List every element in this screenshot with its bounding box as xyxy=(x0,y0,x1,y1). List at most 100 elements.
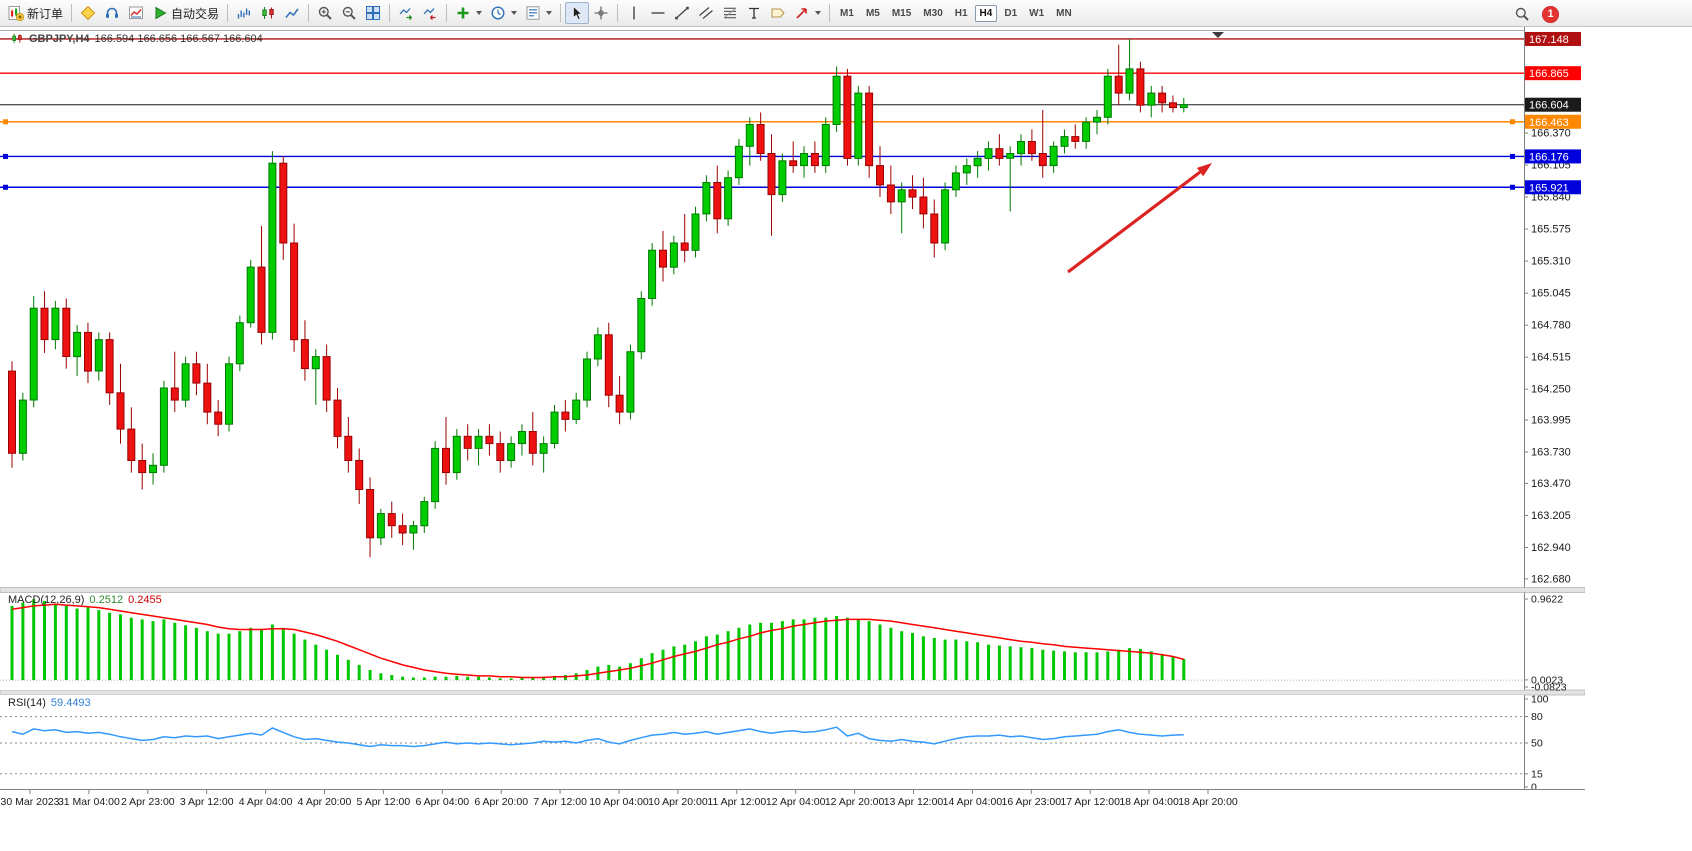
time-axis-label: 6 Apr 04:00 xyxy=(415,796,469,808)
macd-histogram-bar xyxy=(900,631,904,681)
text-button[interactable] xyxy=(742,2,766,24)
macd-histogram-bar xyxy=(401,676,405,681)
metaeditor-button[interactable] xyxy=(76,2,100,24)
timeframe-m5-button[interactable]: M5 xyxy=(861,5,885,22)
search-button[interactable] xyxy=(1510,3,1534,25)
time-axis[interactable] xyxy=(0,790,1585,851)
macd-histogram-bar xyxy=(1073,652,1077,681)
vertical-line-button[interactable] xyxy=(622,2,646,24)
chevron-down-icon[interactable] xyxy=(511,11,518,15)
candle-body xyxy=(561,411,570,420)
macd-histogram-bar xyxy=(21,602,25,681)
line-chart-button[interactable] xyxy=(280,2,304,24)
indicators-icon xyxy=(455,5,471,21)
new-order-button[interactable]: 新订单 xyxy=(4,2,67,24)
level-handle[interactable] xyxy=(1510,153,1515,159)
macd-histogram-bar xyxy=(325,649,329,680)
main-panel[interactable] xyxy=(0,31,1524,587)
panel-splitter[interactable] xyxy=(0,689,1585,696)
trend-arrow-head[interactable] xyxy=(1196,163,1212,177)
zoom-in-button[interactable] xyxy=(313,2,337,24)
candle-body xyxy=(203,382,212,413)
level-handle[interactable] xyxy=(1510,184,1515,190)
label-button[interactable] xyxy=(766,2,790,24)
chart-canvas[interactable]: 166.370166.105165.840165.575165.310165.0… xyxy=(0,27,1585,851)
rsi-panel[interactable] xyxy=(0,695,1524,789)
level-handle[interactable] xyxy=(3,153,8,159)
level-handle[interactable] xyxy=(3,119,8,125)
candle-body xyxy=(192,363,201,384)
macd-histogram-bar xyxy=(704,636,708,681)
rsi-line xyxy=(11,726,1184,748)
macd-histogram-bar xyxy=(184,625,188,681)
timeframe-h4-button[interactable]: H4 xyxy=(974,4,998,22)
chevron-down-icon[interactable] xyxy=(815,11,822,15)
time-axis-label: 16 Apr 23:00 xyxy=(1002,796,1062,808)
timeframe-w1-button[interactable]: W1 xyxy=(1024,5,1049,22)
candle-body xyxy=(507,443,516,462)
crosshair-button[interactable] xyxy=(589,2,613,24)
tile-windows-button[interactable] xyxy=(361,2,385,24)
time-axis-label: 4 Apr 04:00 xyxy=(239,796,293,808)
macd-histogram-bar xyxy=(780,621,784,681)
candle-body xyxy=(756,124,765,154)
macd-histogram-bar xyxy=(314,644,318,681)
toolbar-separator xyxy=(829,4,831,22)
trendline-button[interactable] xyxy=(670,2,694,24)
level-handle[interactable] xyxy=(1510,119,1515,125)
timeframe-d1-button[interactable]: D1 xyxy=(999,5,1022,22)
macd-histogram-bar xyxy=(607,664,611,681)
level-handle[interactable] xyxy=(3,184,8,190)
new-chart-button[interactable] xyxy=(124,2,148,24)
zoom-out-button[interactable] xyxy=(337,2,361,24)
macd-histogram-bar xyxy=(759,622,763,681)
macd-histogram-bar xyxy=(422,677,426,680)
template-icon xyxy=(525,5,541,21)
candle-body xyxy=(648,249,657,299)
time-axis-label: 14 Apr 04:00 xyxy=(943,796,1003,808)
macd-histogram-bar xyxy=(455,675,459,681)
chevron-down-icon[interactable] xyxy=(546,11,553,15)
timeframe-m1-button[interactable]: M1 xyxy=(835,5,859,22)
trend-arrow[interactable] xyxy=(1067,170,1201,274)
candle-body xyxy=(105,339,114,394)
fibonacci-button[interactable] xyxy=(718,2,742,24)
channel-button[interactable] xyxy=(694,2,718,24)
market-depth-button[interactable] xyxy=(100,2,124,24)
candle-body xyxy=(8,370,16,454)
candle-body xyxy=(138,460,147,474)
candle-body xyxy=(1060,136,1069,147)
timeframe-m30-button[interactable]: M30 xyxy=(918,5,947,22)
panel-splitter[interactable] xyxy=(0,587,1585,593)
templates-button[interactable] xyxy=(521,2,556,24)
chart-shift-button[interactable] xyxy=(418,2,442,24)
algo-trading-button[interactable]: 自动交易 xyxy=(148,2,223,24)
periods-button[interactable] xyxy=(486,2,521,24)
cursor-button[interactable] xyxy=(565,2,590,24)
horizontal-line-button[interactable] xyxy=(646,2,670,24)
notification-badge[interactable]: 1 xyxy=(1542,5,1559,23)
candle-body xyxy=(246,266,255,324)
chevron-down-icon[interactable] xyxy=(476,11,483,15)
macd-histogram-bar xyxy=(86,607,90,681)
candle-body xyxy=(1093,116,1101,123)
time-axis-label: 5 Apr 12:00 xyxy=(357,796,411,808)
macd-histogram-bar xyxy=(770,622,773,681)
macd-histogram-bar xyxy=(520,677,524,680)
timeframe-mn-button[interactable]: MN xyxy=(1051,5,1077,22)
shapes-button[interactable] xyxy=(790,2,825,24)
macd-histogram-bar xyxy=(1160,653,1164,680)
candle-body xyxy=(409,525,418,534)
chart-shift-marker[interactable] xyxy=(1212,32,1224,38)
time-axis-label: 4 Apr 20:00 xyxy=(298,796,352,808)
timeframe-m15-button[interactable]: M15 xyxy=(887,5,916,22)
macd-histogram-bar xyxy=(542,676,546,681)
candles-chart-button[interactable] xyxy=(256,2,280,24)
candle-body xyxy=(789,160,798,167)
timeframe-h1-button[interactable]: H1 xyxy=(950,5,973,22)
indicators-button[interactable] xyxy=(451,2,486,24)
candle-body xyxy=(908,189,917,198)
bars-chart-button[interactable] xyxy=(232,2,256,24)
auto-scroll-button[interactable] xyxy=(394,2,418,24)
